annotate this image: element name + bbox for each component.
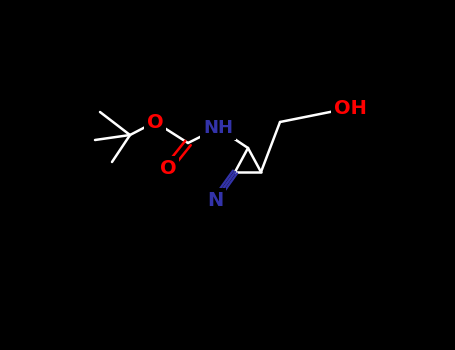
Text: NH: NH (203, 119, 233, 137)
Text: O: O (147, 112, 163, 132)
Text: OH: OH (334, 98, 366, 118)
Text: O: O (160, 159, 177, 177)
Text: N: N (207, 190, 223, 210)
